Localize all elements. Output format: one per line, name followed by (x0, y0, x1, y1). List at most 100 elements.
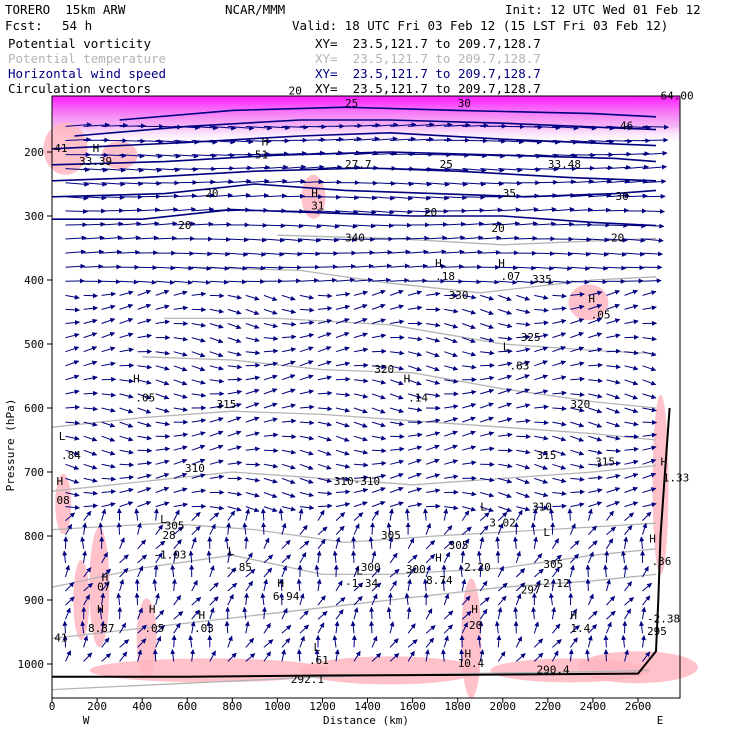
circulation-vector (407, 554, 418, 564)
circulation-vector (263, 463, 279, 469)
circulation-vector (190, 649, 196, 662)
circulation-vector (206, 550, 212, 563)
circulation-vector (317, 305, 333, 311)
circulation-vector (101, 194, 125, 200)
circulation-vector (587, 508, 593, 521)
circulation-vector (498, 374, 513, 381)
circulation-vector (371, 500, 386, 508)
circulation-vector (570, 192, 594, 198)
circulation-vector (116, 592, 122, 606)
circulation-vector (137, 649, 143, 662)
circulation-vector (281, 347, 297, 353)
circulation-vector (209, 523, 216, 535)
circulation-vector (65, 582, 75, 592)
circulation-vector (570, 139, 597, 145)
circulation-vector (191, 444, 206, 451)
circulation-vector (209, 139, 236, 145)
legend-wind-xy: XY= 23.5,121.7 to 209.7,128.7 (315, 66, 541, 81)
circulation-vector (444, 337, 458, 344)
circulation-vector (426, 263, 446, 269)
legend-vectors-name: Circulation vectors (8, 81, 151, 96)
contour-value-label: 310 (532, 500, 552, 513)
circulation-vector (317, 435, 332, 442)
circulation-vector (65, 449, 80, 456)
circulation-vector (353, 487, 369, 493)
circulation-vector (624, 581, 633, 592)
circulation-vector (299, 320, 315, 326)
x-axis-west-label: W (83, 714, 90, 727)
circulation-vector (173, 250, 195, 256)
circulation-vector (516, 477, 530, 485)
extremum-marker-L: L (480, 500, 487, 513)
circulation-vector (551, 566, 560, 578)
circulation-vector (389, 568, 400, 578)
circulation-vector (552, 390, 567, 396)
circulation-vector (588, 421, 603, 428)
circulation-vector (570, 435, 584, 442)
circulation-vector (191, 279, 211, 285)
circulation-vector (480, 207, 503, 213)
circulation-vector (462, 416, 476, 423)
circulation-vector (65, 512, 76, 521)
circulation-vector (552, 306, 567, 312)
circulation-vector (516, 506, 531, 512)
circulation-vector (552, 477, 567, 484)
circulation-vector (515, 593, 522, 606)
circulation-vector (371, 510, 379, 521)
circulation-vector (371, 150, 398, 156)
circulation-vector (606, 407, 621, 414)
terrain-line (52, 407, 671, 678)
circulation-vector (462, 249, 483, 255)
circulation-vector (260, 508, 266, 521)
circulation-vector (299, 223, 322, 229)
circulation-vector (353, 290, 369, 296)
circulation-vector (570, 346, 585, 353)
circulation-vector (444, 404, 459, 410)
circulation-vector (101, 376, 117, 382)
circulation-vector (585, 564, 591, 578)
circulation-vector (227, 265, 248, 271)
circulation-vector (335, 392, 351, 398)
circulation-vector (209, 459, 224, 465)
circulation-vector (209, 251, 231, 257)
circulation-vector (119, 362, 135, 368)
circulation-vector (462, 430, 476, 437)
circulation-vector (263, 164, 289, 170)
circulation-vector (119, 537, 125, 549)
circulation-vector (353, 317, 368, 324)
circulation-vector (425, 431, 441, 437)
circulation-vector (444, 444, 458, 451)
circulation-vector (155, 304, 170, 310)
circulation-vector (353, 475, 369, 481)
circulation-vector (227, 389, 243, 395)
circulation-vector (155, 501, 170, 508)
circulation-vector (83, 221, 106, 227)
circulation-vector (299, 251, 321, 257)
circulation-vector (624, 193, 648, 199)
theta-contour-325 (164, 317, 657, 355)
circulation-vector (641, 635, 646, 648)
circulation-vector (552, 153, 578, 159)
circulation-vector (462, 279, 482, 285)
circulation-vector (173, 279, 193, 285)
contour-value-label: 31 (311, 200, 324, 213)
circulation-vector (606, 333, 621, 339)
contour-value-label: .07 (501, 270, 521, 283)
circulation-vector (191, 537, 197, 549)
circulation-vector (407, 650, 415, 662)
circulation-vector (98, 606, 104, 620)
circulation-vector (83, 249, 105, 255)
circulation-vector (371, 393, 386, 400)
circulation-vector (603, 634, 609, 648)
circulation-vector (443, 593, 450, 606)
circulation-vector (407, 351, 423, 357)
x-tick-label: 200 (87, 700, 107, 713)
circulation-vector (390, 249, 411, 255)
circulation-vector (371, 223, 394, 229)
circulation-vector (516, 374, 530, 381)
contour-value-label: 41 (54, 142, 67, 155)
circulation-vector (227, 582, 238, 592)
circulation-vector (624, 501, 639, 508)
circulation-vector (119, 501, 134, 508)
circulation-vector (389, 407, 404, 414)
